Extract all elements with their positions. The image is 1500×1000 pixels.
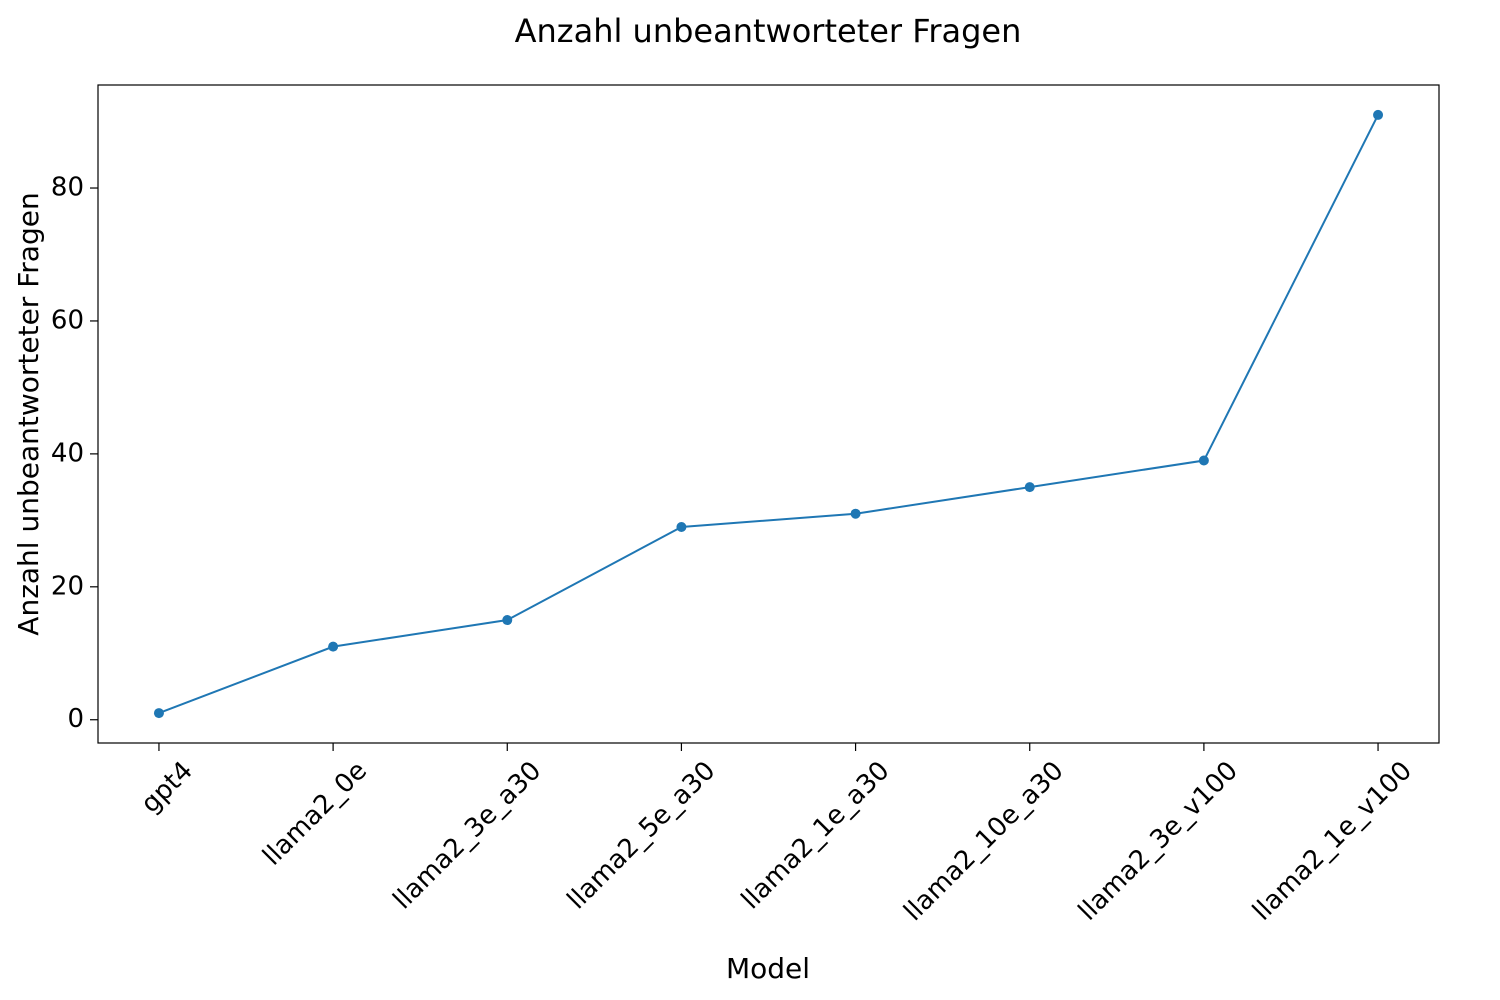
x-tick-label: llama2_0e	[257, 756, 373, 872]
y-axis-label: Anzahl unbeantworteter Fragen	[12, 192, 45, 635]
y-tick-label: 0	[67, 704, 84, 734]
data-point	[1198, 455, 1209, 466]
x-tick-label: llama2_1e_a30	[736, 756, 896, 916]
x-tick-label: gpt4	[135, 756, 198, 819]
x-tick-label: llama2_1e_v100	[1247, 756, 1418, 927]
x-axis-label: Model	[726, 952, 810, 985]
data-point	[676, 521, 687, 532]
x-tick-label: llama2_5e_a30	[562, 756, 722, 916]
data-point	[328, 641, 339, 652]
y-tick-label: 60	[51, 305, 84, 335]
x-tick-label: llama2_10e_a30	[898, 756, 1069, 927]
y-tick-label: 80	[51, 173, 84, 203]
y-tick-label: 40	[51, 438, 84, 468]
chart-title: Anzahl unbeantworteter Fragen	[515, 12, 1022, 50]
x-axis: gpt4 llama2_0e llama2_3e_a30 llama2_5e_a30 l…	[135, 743, 1418, 927]
y-axis: 0 20 40 60 80	[51, 173, 98, 734]
x-tick-label: llama2_3e_a30	[388, 756, 548, 916]
data-point	[1373, 109, 1384, 120]
data-point	[850, 508, 861, 519]
data-point	[1024, 482, 1035, 493]
series-layer	[153, 109, 1384, 719]
data-point	[502, 615, 513, 626]
plot-area-frame	[97, 84, 1440, 744]
y-tick-label: 20	[51, 571, 84, 601]
x-tick-label: llama2_3e_v100	[1073, 756, 1244, 927]
data-point	[153, 708, 164, 719]
series-line	[158, 114, 1379, 715]
